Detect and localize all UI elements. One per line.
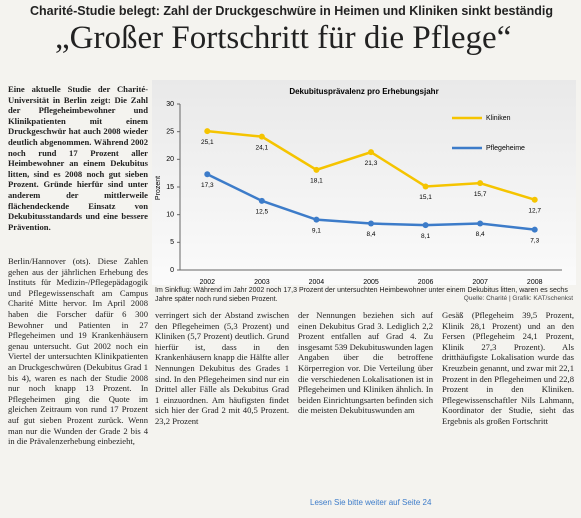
data-label: 7,3: [530, 237, 539, 244]
data-label: 8,1: [421, 233, 430, 240]
data-point: [368, 220, 374, 227]
column: verringert sich der Abstand zwischen den…: [155, 310, 289, 426]
y-tick-label: 20: [166, 156, 174, 163]
continuation-note: Lesen Sie bitte weiter auf Seite 24: [310, 498, 432, 507]
y-tick-label: 10: [166, 212, 174, 219]
x-tick-label: 2008: [527, 279, 543, 285]
y-tick-label: 25: [166, 129, 174, 136]
data-label: 21,3: [365, 160, 378, 167]
chart-caption: Im Sinkflug: Während im Jahr 2002 noch 1…: [155, 287, 568, 303]
data-point: [204, 128, 211, 135]
data-label: 17,3: [201, 182, 214, 189]
chart: Dekubitusprävalenz pro Erhebungsjahr Pro…: [152, 80, 576, 285]
x-tick-label: 2007: [472, 279, 488, 285]
column: Gesäß (Pflegeheim 39,5 Prozent, Klinik 2…: [442, 310, 574, 426]
data-point: [204, 171, 211, 178]
y-tick-label: 15: [166, 184, 174, 191]
data-point: [422, 222, 429, 229]
legend-label: Kliniken: [486, 115, 511, 122]
data-point: [477, 220, 484, 227]
data-label: 9,1: [312, 227, 321, 234]
legend-label: Pflegeheime: [486, 145, 525, 152]
column: Berlin/Hannover (ots). Diese Zahlen gehe…: [8, 256, 148, 447]
data-point: [531, 226, 538, 233]
x-tick-label: 2002: [199, 279, 215, 285]
data-label: 12,7: [528, 207, 541, 214]
data-point: [313, 166, 320, 173]
data-point: [368, 149, 374, 156]
y-axis-label: Prozent: [155, 176, 162, 200]
data-point: [477, 180, 484, 187]
x-tick-label: 2003: [254, 279, 270, 285]
data-label: 15,7: [474, 191, 487, 198]
data-label: 8,4: [366, 231, 375, 238]
chart-background: [152, 80, 576, 285]
data-point: [313, 216, 320, 223]
x-tick-label: 2006: [418, 279, 434, 285]
data-point: [258, 197, 265, 204]
kicker: Charité-Studie belegt: Zahl der Druckges…: [30, 4, 554, 18]
chart-source: Quelle: Charité | Grafik: KAT/schenkst: [463, 295, 573, 302]
data-label: 24,1: [256, 144, 269, 151]
y-tick-label: 30: [166, 101, 174, 108]
data-point: [422, 183, 429, 190]
data-label: 12,5: [256, 209, 269, 216]
data-label: 15,1: [419, 194, 432, 201]
intro: Eine aktuelle Studie der Charité-Univers…: [8, 84, 148, 232]
y-tick-label: 5: [170, 239, 174, 246]
data-label: 8,4: [476, 231, 485, 238]
chart-title: Dekubitusprävalenz pro Erhebungsjahr: [289, 87, 438, 96]
data-point: [258, 133, 265, 140]
y-tick-label: 0: [170, 267, 174, 274]
data-label: 25,1: [201, 139, 214, 146]
column: der Nennungen beziehen sich auf einen De…: [298, 310, 433, 416]
x-tick-label: 2004: [309, 279, 325, 285]
headline: „Großer Fortschritt für die Pflege“: [55, 20, 512, 56]
x-tick-label: 2005: [363, 279, 379, 285]
data-label: 18,1: [310, 178, 323, 185]
data-point: [531, 196, 538, 203]
